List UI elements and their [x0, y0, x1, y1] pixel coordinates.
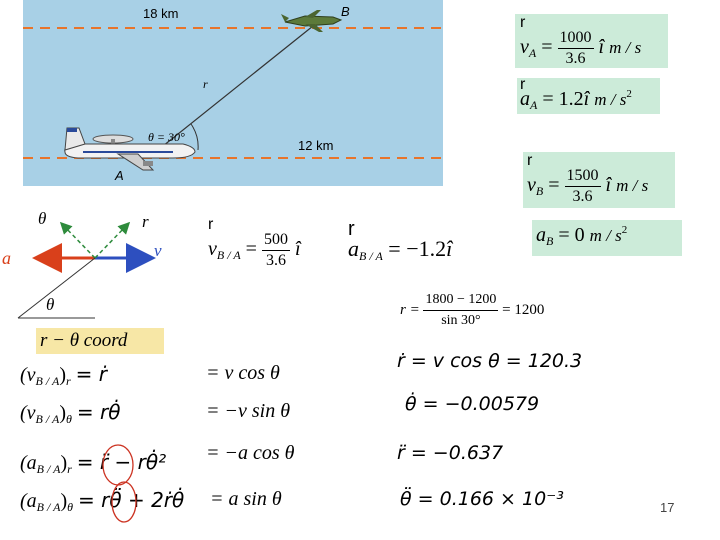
theta-unit-arrow — [59, 221, 96, 259]
label-a: A — [114, 168, 124, 183]
label-r: r — [203, 77, 208, 91]
result-r-ddot: r̈ = −0.637 — [397, 442, 504, 464]
label-12km: 12 km — [298, 138, 333, 153]
vb-equation-box — [523, 152, 675, 208]
circle-theta-ddot — [111, 481, 137, 523]
v-arrow-label: v — [154, 241, 162, 260]
r-arrow-label: r — [142, 212, 149, 231]
airliner-a-icon — [64, 127, 196, 171]
theta-arc — [190, 123, 199, 151]
result-r-dot: ṙ = v cos θ = 120.3 — [397, 350, 583, 372]
jet-b-icon — [281, 10, 343, 32]
airplane-diagram: 18 km B r θ = 30° 12 km A — [23, 4, 443, 183]
vb-equation: r vB = 1500 3.6 î m / s — [527, 152, 649, 206]
label-18km: 18 km — [143, 6, 178, 21]
vba-equation: r vB / A = 500 3.6 î — [208, 216, 301, 270]
range-line-r — [157, 25, 314, 151]
vector-sketch: θ r a v θ — [2, 209, 162, 319]
mid-row-2: = −a cos θ — [206, 442, 295, 464]
mid-row-3: = a sin θ — [210, 488, 282, 510]
aa-equation-box — [517, 78, 660, 114]
comp-row-2: (aB / A)r = r̈ − rθ̇² — [20, 450, 167, 476]
theta-bottom-label: θ — [46, 295, 54, 314]
mid-row-1: = −v sin θ — [206, 400, 291, 422]
va-equation: r vA = 1000 3.6 î m / s — [520, 14, 642, 68]
comp-row-1: (vB / A)θ = rθ̇ — [20, 400, 121, 426]
circle-r-ddot — [102, 444, 134, 486]
va-equation-box — [515, 14, 668, 68]
theta-top-label: θ — [38, 209, 46, 228]
r-unit-arrow — [94, 221, 131, 259]
r-calc-equation: r = 1800 − 1200 sin 30° = 1200 — [400, 292, 545, 328]
aa-equation: r aA = 1.2î m / s2 — [520, 76, 632, 113]
coord-box: r − θ coord — [36, 328, 164, 354]
coord-box-label: r − θ coord — [40, 330, 128, 351]
result-theta-ddot: θ̈ = 0.166 × 10⁻³ — [400, 488, 564, 510]
comp-row-3: (aB / A)θ = rθ̈ + 2ṙθ̇ — [20, 488, 185, 514]
ab-equation-box — [532, 220, 682, 256]
label-theta30: θ = 30° — [148, 130, 185, 144]
comp-row-0: (vB / A)r = ṙ — [20, 362, 108, 388]
page-number: 17 — [660, 500, 675, 515]
sketch-line — [17, 257, 96, 319]
a-arrow-label: a — [2, 248, 11, 268]
airplane-figure: 18 km B r θ = 30° 12 km A — [23, 0, 443, 186]
ab-equation: aB = 0 m / s2 — [536, 224, 628, 248]
label-b: B — [341, 4, 350, 19]
result-theta-dot: θ̇ = −0.00579 — [405, 393, 540, 415]
aba-equation: r aB / A = −1.2î — [348, 218, 453, 263]
mid-row-0: = v cos θ — [206, 362, 280, 384]
